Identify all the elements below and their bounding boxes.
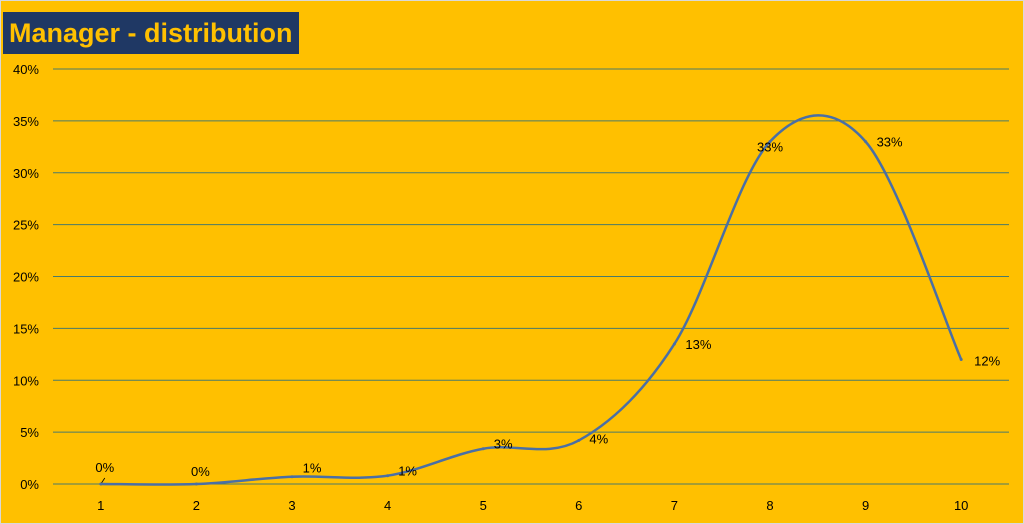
data-point <box>959 358 963 361</box>
y-tick-label: 25% <box>13 218 39 233</box>
x-tick-label: 1 <box>97 498 104 513</box>
x-tick-label: 7 <box>671 498 678 513</box>
y-tick-label: 35% <box>13 114 39 129</box>
y-tick-label: 30% <box>13 166 39 181</box>
y-tick-label: 40% <box>13 62 39 77</box>
x-tick-label: 9 <box>862 498 869 513</box>
x-tick-label: 8 <box>766 498 773 513</box>
series-line <box>100 114 963 486</box>
y-tick-label: 5% <box>20 425 39 440</box>
data-label: 4% <box>589 431 608 446</box>
data-point <box>672 342 676 346</box>
x-tick-label: 3 <box>288 498 295 513</box>
data-point <box>577 438 581 442</box>
data-point <box>99 482 103 486</box>
y-tick-label: 15% <box>13 321 39 336</box>
y-tick-label: 10% <box>13 373 39 388</box>
data-point <box>290 475 294 479</box>
data-point <box>386 474 390 478</box>
data-point <box>194 482 198 486</box>
data-label: 33% <box>757 140 783 155</box>
data-point <box>768 140 772 144</box>
y-tick-label: 0% <box>20 477 39 492</box>
data-point <box>481 447 485 451</box>
data-label: 0% <box>191 464 210 479</box>
x-tick-label: 5 <box>480 498 487 513</box>
data-point <box>864 140 868 144</box>
x-tick-label: 4 <box>384 498 391 513</box>
data-label: 13% <box>685 337 711 352</box>
chart-title: Manager - distribution <box>3 12 299 54</box>
data-label: 1% <box>303 461 322 476</box>
y-tick-label: 20% <box>13 270 39 285</box>
data-label: 12% <box>974 354 1000 369</box>
data-label: 1% <box>398 464 417 479</box>
data-label: 33% <box>877 135 903 150</box>
x-tick-label: 10 <box>954 498 968 513</box>
data-label: 0% <box>95 460 114 475</box>
data-label: 3% <box>494 437 513 452</box>
x-tick-label: 6 <box>575 498 582 513</box>
x-tick-label: 2 <box>193 498 200 513</box>
